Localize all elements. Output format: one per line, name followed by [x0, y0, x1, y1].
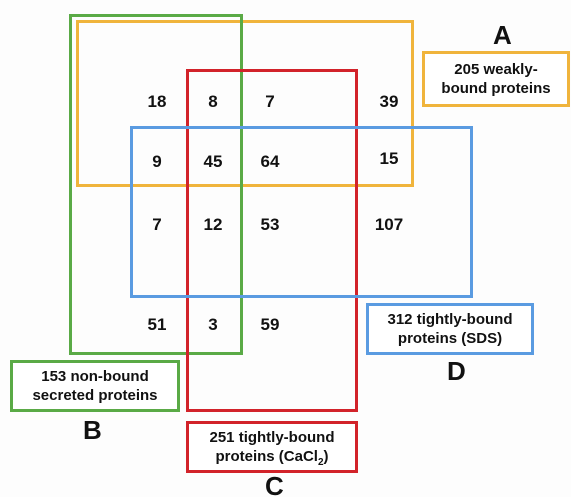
set-c-label-line2-sub: 2: [317, 457, 324, 468]
set-d-label-line1: 312 tightly-bound: [387, 311, 513, 328]
set-a-label: 205 weakly- bound proteins: [422, 51, 570, 107]
set-c-letter: C: [265, 471, 284, 501]
set-a-letter: A: [493, 20, 512, 50]
set-d-letter: D: [447, 356, 466, 386]
count-region: 12: [203, 215, 223, 234]
set-b-label-line2: secreted proteins: [32, 387, 158, 404]
count-region: 64: [260, 152, 280, 171]
set-d-label-line2: proteins (SDS): [397, 330, 503, 347]
set-c-box: [186, 69, 358, 412]
count-region: 59: [260, 315, 280, 334]
count-region: 8: [208, 92, 218, 111]
set-c-label-line2-prefix: proteins (CaCl: [215, 448, 318, 465]
set-b-label-line1: 153 non-bound: [41, 368, 149, 385]
count-region: 107: [374, 215, 404, 234]
set-c-label: 251 tightly-bound proteins (CaCl2): [186, 421, 358, 473]
set-a-box: [76, 20, 414, 187]
set-b-letter: B: [83, 415, 102, 445]
count-region: 51: [147, 315, 167, 334]
set-c-label-line2: proteins (CaCl2): [215, 447, 329, 468]
set-b-label: 153 non-bound secreted proteins: [10, 360, 180, 412]
count-region: 45: [203, 152, 223, 171]
set-d-label: 312 tightly-bound proteins (SDS): [366, 303, 534, 355]
count-region: 39: [379, 92, 399, 111]
set-c-label-line2-suffix: ): [323, 448, 329, 465]
count-region: 9: [152, 152, 162, 171]
set-a-label-line1: 205 weakly-: [454, 61, 538, 78]
set-a-label-line2: bound proteins: [441, 80, 551, 97]
count-region: 15: [379, 149, 399, 168]
set-c-label-line1: 251 tightly-bound: [209, 429, 335, 446]
count-region: 53: [260, 215, 280, 234]
count-region: 7: [265, 92, 275, 111]
count-region: 18: [147, 92, 167, 111]
count-region: 7: [152, 215, 162, 234]
set-d-box: [130, 126, 473, 298]
set-b-box: [69, 14, 243, 355]
count-region: 3: [208, 315, 218, 334]
